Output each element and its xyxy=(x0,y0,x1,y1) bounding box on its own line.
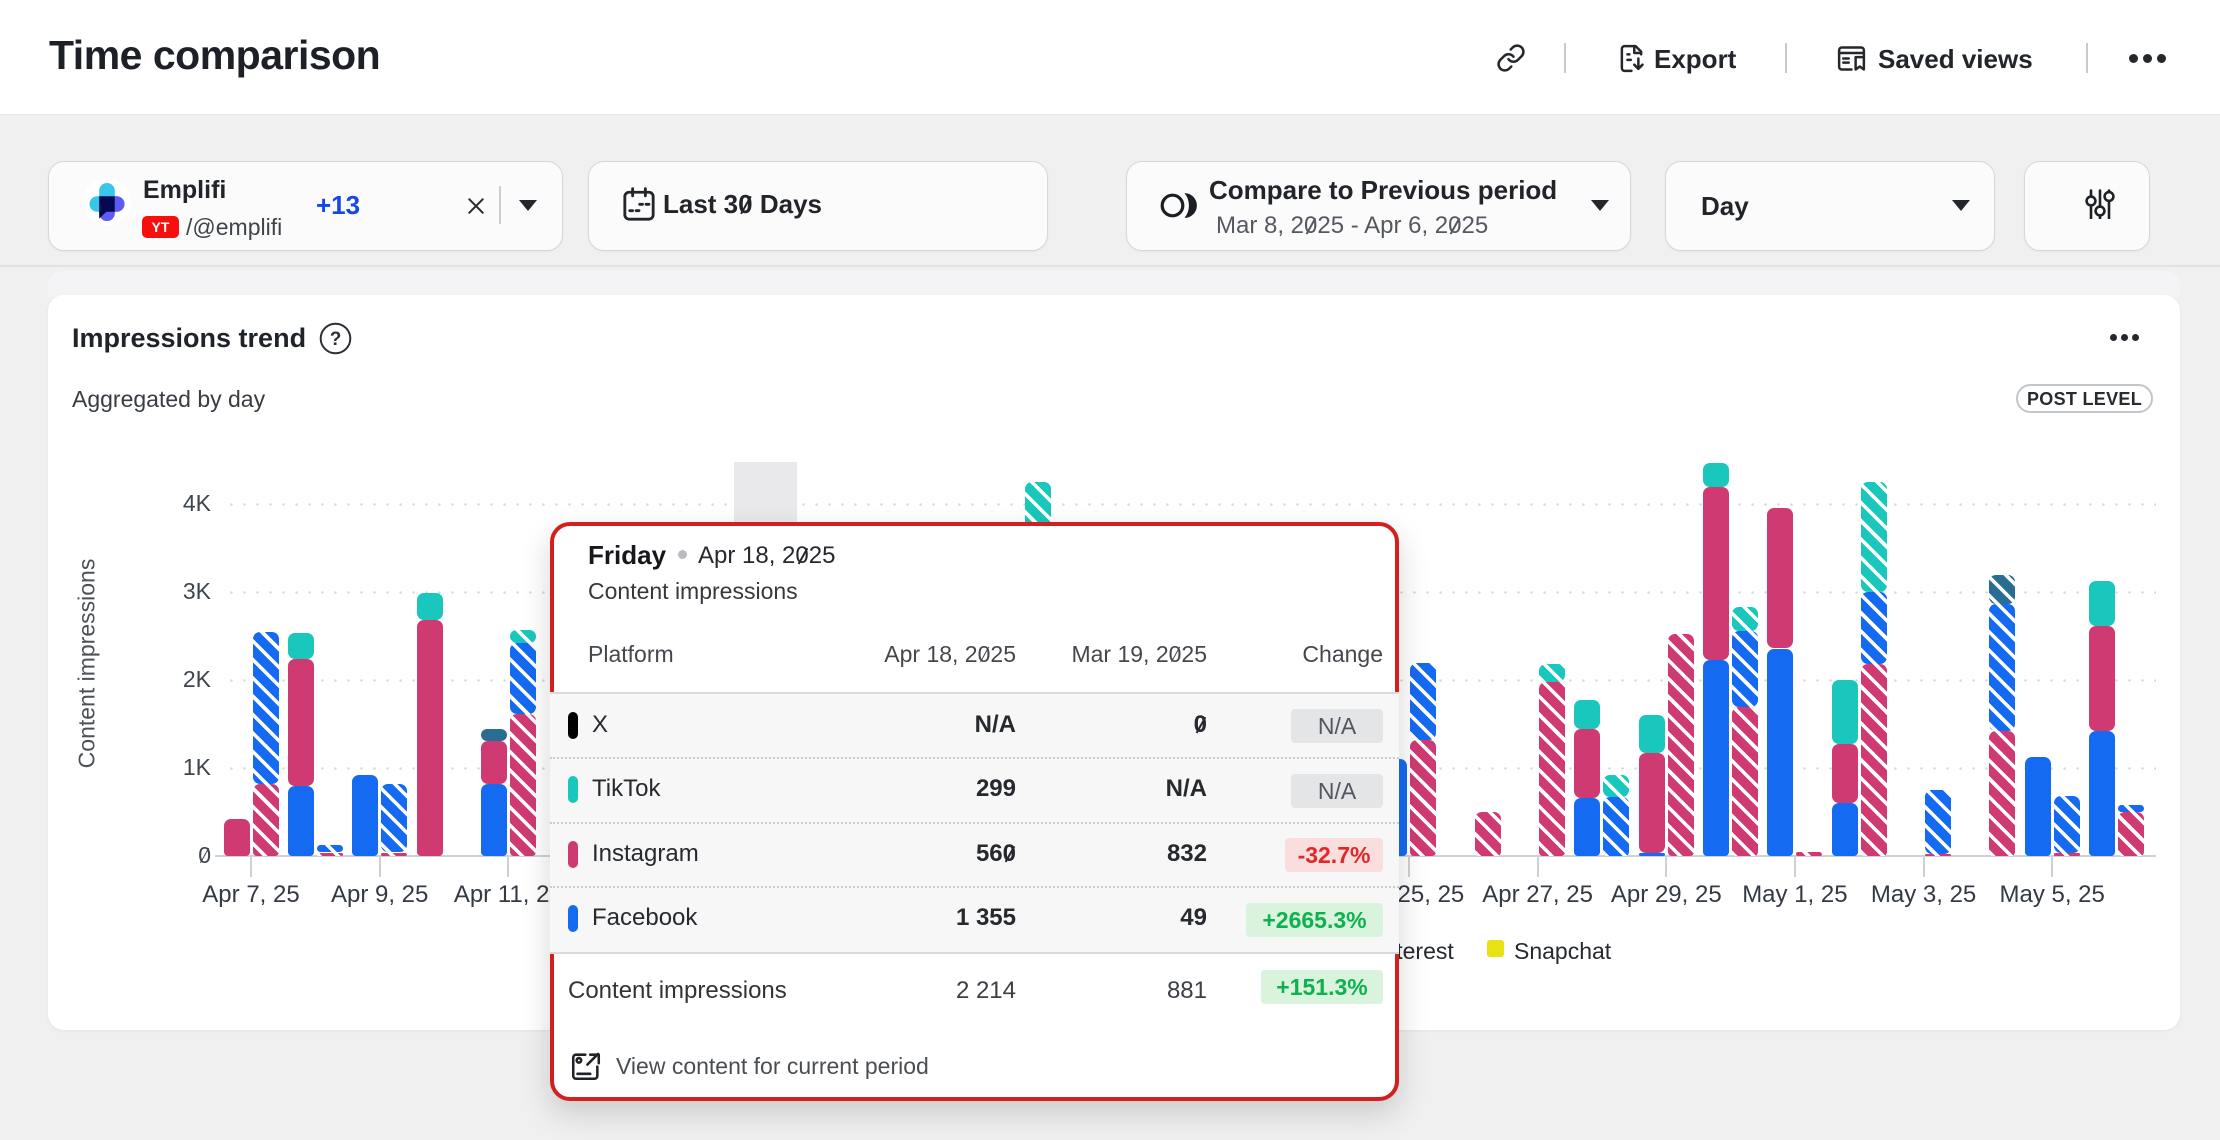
svg-text:?: ? xyxy=(330,329,342,350)
